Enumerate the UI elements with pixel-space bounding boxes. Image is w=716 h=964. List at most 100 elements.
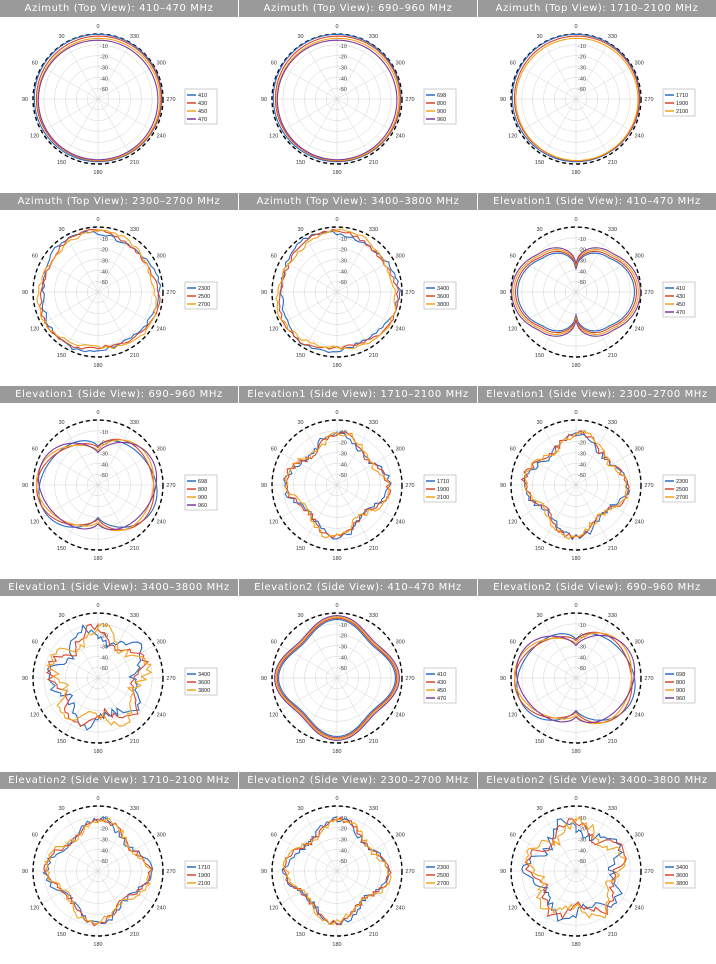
legend-label: 1710 [437,479,449,485]
angle-label: 30 [297,613,303,619]
grid-spoke [575,98,633,132]
grid-spoke [304,235,338,293]
angle-label: 180 [332,556,341,562]
grid-spoke [97,66,155,100]
grid-spoke [336,870,370,928]
grid-spoke [97,677,131,735]
angle-label: 0 [335,796,338,802]
angle-label: 30 [536,420,542,426]
grid-spoke [336,484,394,518]
series-line-900 [276,37,400,162]
angle-label: 180 [332,749,341,755]
reference-circle [510,805,642,937]
r-tick-label: -10 [578,237,586,243]
series-line-470 [37,39,159,161]
angle-label: 240 [396,134,405,140]
legend-label: 2500 [437,873,449,879]
grid-spoke [65,870,99,928]
polar-plot: -10 -20 -30 -40 -50 0 30 60 90 120 150 180 210 240 270… [500,24,696,176]
chart-panel: Azimuth (Top View): 2300–2700 MHz -10 -20-… [0,193,238,385]
grid-spoke [97,259,155,293]
r-tick-label: -20 [100,634,108,640]
legend-label: 1710 [198,865,210,871]
series-line-3800 [525,815,626,919]
grid-spoke [280,838,338,872]
polar-plot: -10 -20 -30 -40 -50 0 30 60 90 120 150 180 210 240 270… [22,603,218,755]
angle-label: 120 [508,520,517,526]
grid-spoke [336,484,370,542]
grid-spoke [304,677,338,735]
grid-spoke [575,428,609,486]
grid-spoke [336,870,394,904]
angle-label: 90 [261,483,267,489]
r-tick-label: -10 [100,44,108,50]
angle-label: 240 [396,520,405,526]
angle-label: 180 [332,363,341,369]
angle-label: 30 [58,806,64,812]
grid-spoke [543,677,577,735]
chart-panel: Elevation1 (Side View): 3400–3800 MHz -10… [0,579,238,771]
angle-label: 120 [30,134,39,140]
legend-label: 410 [437,672,446,678]
legend-label: 960 [676,696,685,702]
series-line-2500 [282,816,392,926]
angle-label: 300 [635,254,644,260]
r-tick-label: -20 [578,827,586,833]
reference-circle [510,33,642,165]
grid-spoke [41,66,99,100]
angle-label: 270 [166,676,175,682]
legend-label: 900 [676,688,685,694]
legend-label: 2500 [676,487,688,493]
r-tick-label: -20 [578,248,586,254]
series-line-1900 [285,430,392,539]
chart-panel: Elevation1 (Side View): 690–960 MHz -10 -2… [0,386,238,578]
r-tick-label: -40 [578,269,586,275]
chart-title: Azimuth (Top View): 2300–2700 MHz [0,193,238,210]
series-line-2100 [284,432,390,539]
angle-label: 210 [608,739,617,745]
polar-plot: -10 -20 -30 -40 -50 0 30 60 90 120 150 180 210 240 270… [22,217,218,369]
chart-title: Elevation2 (Side View): 690–960 MHz [478,579,716,596]
legend-label: 470 [198,117,207,123]
polar-plot: -10 -20 -30 -40 -50 0 30 60 90 120 150 180 210 240 270… [500,603,696,755]
r-tick-label: -50 [339,859,347,865]
angle-label: 270 [166,290,175,296]
angle-label: 180 [332,942,341,948]
series-line-450 [37,37,161,162]
r-tick-label: -10 [100,430,108,436]
polar-plot: -10 -20 -30 -40 -50 0 30 60 90 120 150 180 210 240 270… [261,796,457,948]
reference-circle [510,226,642,358]
angle-label: 90 [500,97,506,103]
grid-spoke [304,870,338,928]
angle-label: 30 [297,227,303,233]
angle-label: 120 [269,134,278,140]
legend-label: 470 [437,696,446,702]
grid-spoke [65,42,99,100]
grid-spoke [575,291,609,349]
legend-label: 3400 [198,672,210,678]
series-line-2700 [524,430,629,540]
angle-label: 270 [644,869,653,875]
reference-circle [32,33,164,165]
series-line-900 [35,439,155,532]
angle-label: 180 [571,363,580,369]
legend-label: 2500 [198,294,210,300]
angle-label: 300 [157,447,166,453]
angle-label: 180 [93,556,102,562]
angle-label: 210 [130,932,139,938]
grid-spoke [519,645,577,679]
legend-label: 1900 [676,101,688,107]
legend-label: 450 [676,302,685,308]
grid-spoke [280,98,338,132]
angle-label: 240 [396,906,405,912]
grid-spoke [65,291,99,349]
angle-label: 270 [644,97,653,103]
angle-label: 150 [296,739,305,745]
angle-label: 90 [22,676,28,682]
legend-label: 2700 [676,495,688,501]
r-tick-label: -50 [100,859,108,865]
grid-spoke [41,870,99,904]
polar-plot: -10 -20 -30 -40 -50 0 30 60 90 120 150 180 210 240 270… [22,24,218,176]
r-tick-label: -40 [339,269,347,275]
chart-title: Azimuth (Top View): 1710–2100 MHz [478,0,716,17]
